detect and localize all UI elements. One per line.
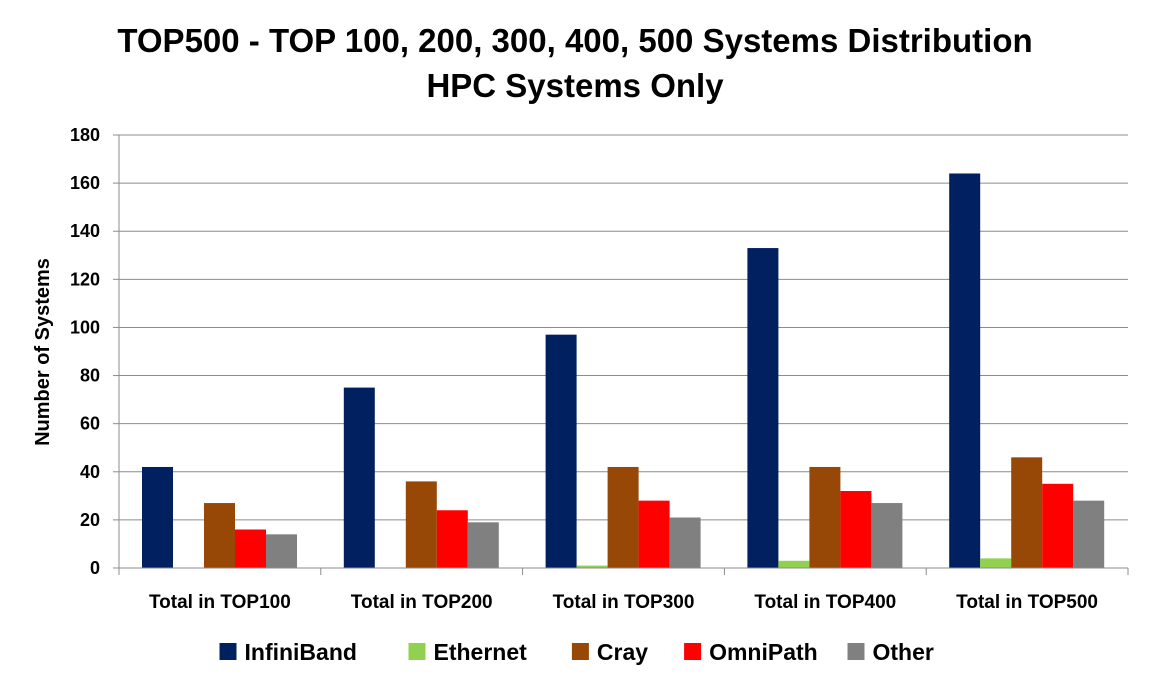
y-axis-ticks: 0 20 40 60 80 100 120 140 160 180 — [70, 125, 119, 578]
y-tick-label: 60 — [80, 414, 100, 434]
bar-infiniband — [142, 466, 173, 568]
y-tick-label: 0 — [90, 558, 100, 578]
y-tick-label: 140 — [70, 221, 100, 241]
gridlines — [119, 134, 1128, 521]
bar-other — [467, 522, 499, 568]
y-tick-label: 20 — [80, 510, 100, 530]
legend: InfiniBand Ethernet Cray OmniPath Other — [219, 639, 934, 665]
y-tick-label: 40 — [80, 462, 100, 482]
legend-label-infiniband: InfiniBand — [245, 639, 357, 665]
legend-label-other: Other — [873, 639, 934, 665]
bar-other — [266, 534, 297, 568]
bar-cray — [809, 466, 841, 568]
bar-omnipath — [235, 529, 266, 568]
bar-other — [1073, 500, 1105, 568]
bar-omnipath — [436, 510, 468, 568]
bar-cray — [607, 466, 639, 568]
x-axis-ticks: Total in TOP100 Total in TOP200 Total in T… — [118, 568, 1129, 613]
legend-swatch-cray — [571, 643, 589, 660]
x-tick-label: Total in TOP500 — [956, 592, 1098, 613]
legend-swatch-omnipath — [684, 643, 702, 660]
x-tick-label: Total in TOP200 — [351, 592, 493, 613]
legend-swatch-ethernet — [408, 643, 426, 660]
bar-ethernet — [778, 560, 810, 568]
x-tick-label: Total in TOP300 — [553, 592, 695, 613]
bar-omnipath — [1042, 483, 1074, 568]
legend-label-ethernet: Ethernet — [434, 639, 528, 665]
bar-other — [871, 503, 903, 568]
bar-infiniband — [747, 248, 779, 569]
bar-cray — [204, 503, 235, 568]
bar-omnipath — [840, 491, 872, 568]
bar-cray — [1011, 457, 1043, 568]
bars — [142, 173, 1105, 569]
bar-infiniband — [343, 387, 375, 568]
x-tick-label: Total in TOP100 — [149, 592, 291, 613]
legend-label-cray: Cray — [597, 639, 648, 665]
bar-infiniband — [545, 334, 577, 568]
y-tick-label: 100 — [70, 317, 100, 337]
y-tick-label: 80 — [80, 366, 100, 386]
legend-swatch-other — [847, 643, 865, 660]
y-tick-label: 160 — [70, 173, 100, 193]
bar-cray — [405, 481, 437, 568]
bar-other — [669, 517, 701, 568]
bar-ethernet — [980, 558, 1012, 568]
legend-swatch-infiniband — [219, 643, 237, 660]
bar-ethernet — [576, 565, 608, 568]
bar-infiniband — [949, 173, 981, 568]
chart-subtitle: HPC Systems Only — [426, 67, 724, 104]
y-tick-label: 120 — [70, 269, 100, 289]
legend-label-omnipath: OmniPath — [709, 639, 818, 665]
x-tick-label: Total in TOP400 — [754, 592, 896, 613]
bar-omnipath — [638, 500, 670, 568]
y-tick-label: 180 — [70, 125, 100, 145]
chart-title: TOP500 - TOP 100, 200, 300, 400, 500 Sys… — [117, 22, 1032, 59]
y-axis-label: Number of Systems — [32, 258, 54, 446]
axes — [118, 135, 1128, 569]
